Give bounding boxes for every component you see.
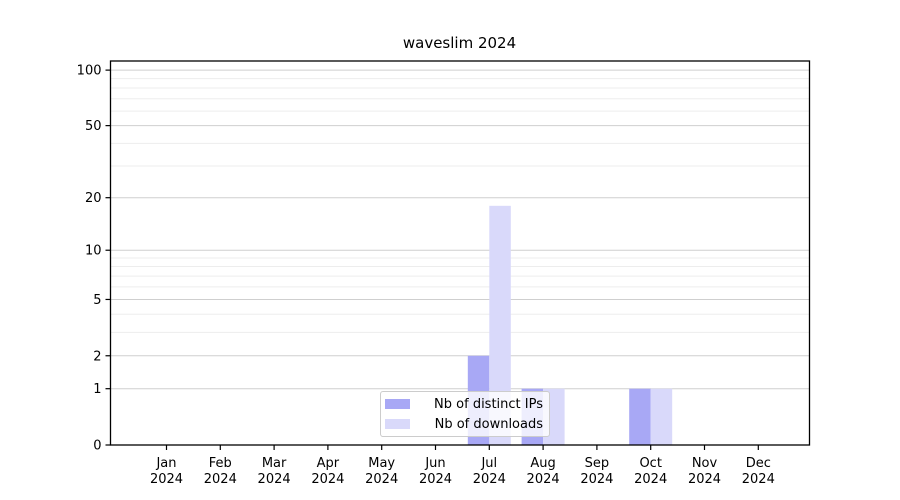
x-tick-label-year-jun: 2024 xyxy=(419,472,452,487)
x-tick-label-month-aug: Aug xyxy=(530,456,555,471)
x-tick-label-month-may: May xyxy=(368,456,395,471)
y-tick-label-0: 0 xyxy=(93,439,101,454)
y-tick-label-1: 1 xyxy=(93,382,101,397)
x-tick-label-month-feb: Feb xyxy=(209,456,232,471)
x-tick-label-month-apr: Apr xyxy=(317,456,340,471)
legend: Nb of distinct IPs Nb of downloads xyxy=(380,391,550,437)
bar-oct-nb-of-distinct-ips xyxy=(629,388,651,445)
x-tick-label-month-jun: Jun xyxy=(424,456,445,471)
y-tick-label-100: 100 xyxy=(77,64,102,79)
legend-item-downloads: Nb of downloads xyxy=(385,416,543,432)
y-tick-label-20: 20 xyxy=(85,191,102,206)
x-tick-label-year-oct: 2024 xyxy=(634,472,667,487)
x-tick-label-year-jan: 2024 xyxy=(150,472,183,487)
bar-oct-nb-of-downloads xyxy=(650,388,673,445)
legend-item-distinct-ips: Nb of distinct IPs xyxy=(385,396,543,412)
y-tick-label-5: 5 xyxy=(93,293,101,308)
legend-label-distinct-ips: Nb of distinct IPs xyxy=(434,396,543,412)
bar-jul-nb-of-downloads xyxy=(489,205,511,445)
x-tick-label-month-sep: Sep xyxy=(585,456,610,471)
x-tick-label-year-may: 2024 xyxy=(365,472,398,487)
x-tick-label-month-oct: Oct xyxy=(639,456,661,471)
chart-title: waveslim 2024 xyxy=(402,34,517,52)
x-tick-label-month-mar: Mar xyxy=(262,456,287,471)
legend-label-downloads: Nb of downloads xyxy=(434,416,543,432)
x-tick-label-year-mar: 2024 xyxy=(258,472,291,487)
x-tick-label-month-jan: Jan xyxy=(155,456,176,471)
x-tick-label-year-aug: 2024 xyxy=(527,472,560,487)
plot-border xyxy=(109,60,811,446)
y-tick-label-10: 10 xyxy=(85,244,102,259)
x-tick-label-month-nov: Nov xyxy=(692,456,718,471)
y-tick-label-2: 2 xyxy=(93,349,101,364)
x-tick-label-month-jul: Jul xyxy=(480,456,497,471)
legend-swatch-distinct-ips xyxy=(385,399,410,409)
x-tick-label-year-sep: 2024 xyxy=(580,472,613,487)
y-tick-label-50: 50 xyxy=(85,119,102,134)
x-tick-label-year-apr: 2024 xyxy=(311,472,344,487)
x-tick-label-year-dec: 2024 xyxy=(742,472,775,487)
x-tick-label-year-nov: 2024 xyxy=(688,472,721,487)
x-tick-label-month-dec: Dec xyxy=(746,456,771,471)
x-tick-label-year-feb: 2024 xyxy=(204,472,237,487)
legend-swatch-downloads xyxy=(385,419,410,429)
x-tick-label-year-jul: 2024 xyxy=(473,472,506,487)
